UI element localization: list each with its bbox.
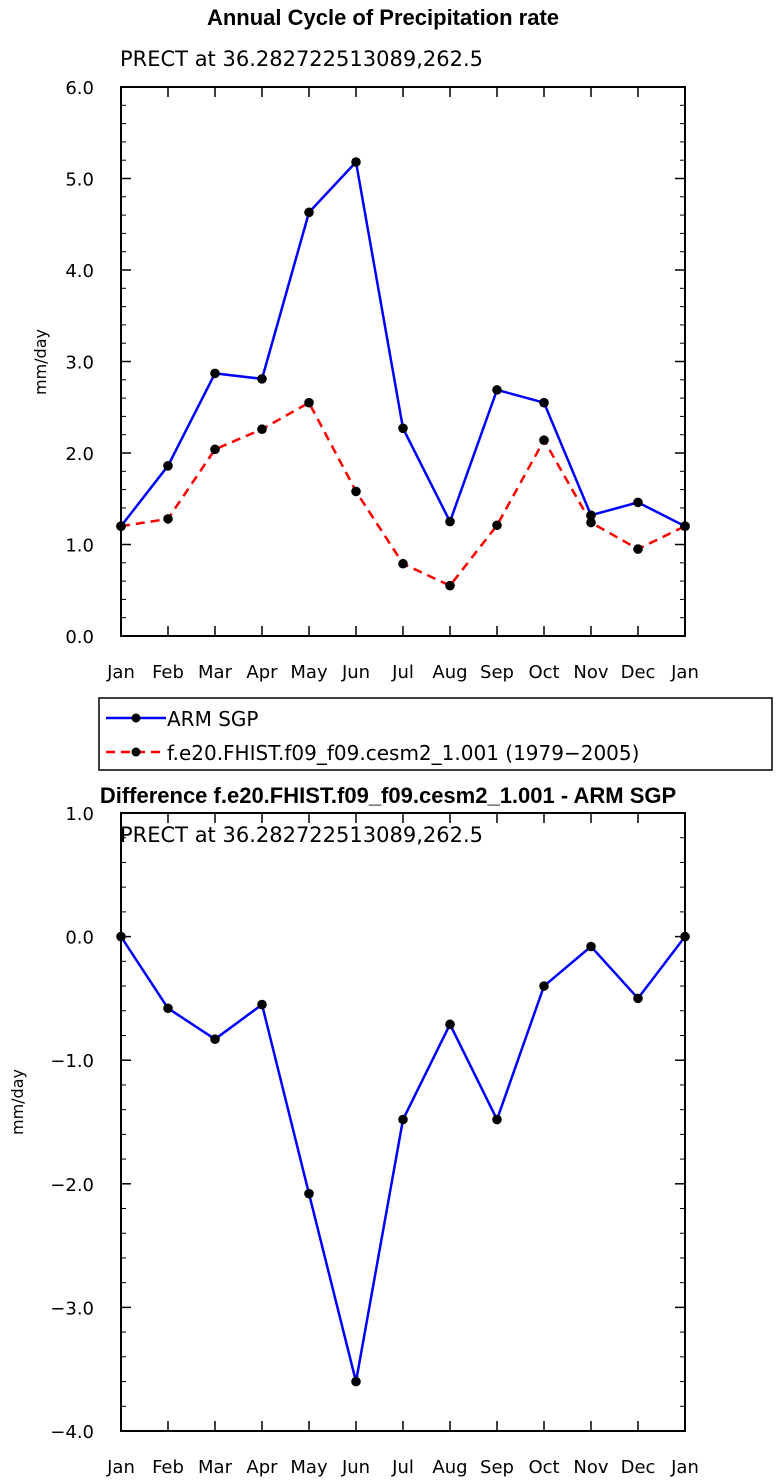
chart1-x-tick-label: Mar (198, 662, 233, 683)
chart1-series-line-0 (120, 160, 686, 528)
chart1-series-0-point (680, 521, 690, 531)
chart1-plot-area: 0.0 1.0 2.0 3.0 4.0 5.0 6.0 Jan Feb Mar Apr May Jun J… (65, 78, 699, 683)
chart1-series-1-point (304, 397, 314, 408)
chart2-series-0-point (539, 981, 549, 991)
chart1-series-1-point (351, 486, 361, 497)
chart2-y-tick-label: −3.0 (50, 1298, 94, 1319)
chart1-y-tick-label: 2.0 (65, 444, 94, 465)
chart2-series-0-point (586, 941, 596, 952)
chart2-series-line-0 (119, 935, 686, 1383)
legend-marker-arm-sgp (131, 713, 141, 723)
chart2-x-tick-label: Jul (391, 1457, 414, 1478)
chart1-series-1-point (210, 444, 220, 455)
chart2-y-tick-label: −4.0 (50, 1422, 94, 1443)
chart2-x-tick-label: May (290, 1457, 328, 1478)
legend-label-arm-sgp: ARM SGP (167, 707, 258, 731)
chart1-x-tick-label: Aug (432, 662, 467, 683)
chart1-series-1-point (539, 435, 549, 445)
chart1-series-1-point (586, 517, 596, 528)
chart2-x-tick-label: Feb (152, 1457, 184, 1478)
chart2-series-0-point (445, 1019, 455, 1030)
chart2-plot-area: −4.0 −3.0 −2.0 −1.0 0.0 1.0 Jan Feb Mar Apr May Jun… (50, 804, 699, 1478)
chart1-x-tick-label: Oct (528, 662, 559, 683)
chart2-series-0-point (398, 1114, 408, 1125)
chart2-x-tick-label: Oct (528, 1457, 559, 1478)
chart2-series-0-point (304, 1188, 314, 1199)
chart1-series-0-point (492, 385, 502, 395)
chart1-y-tick-label: 4.0 (65, 261, 94, 282)
chart1-y-tick-label: 3.0 (65, 353, 94, 374)
chart2-series-0-point (492, 1114, 502, 1125)
chart1-series-1-point (633, 544, 643, 554)
chart2-x-tick-label: Nov (573, 1457, 608, 1478)
chart1-y-tick-label: 0.0 (65, 627, 94, 648)
chart1-series-0-point (163, 461, 173, 471)
chart2-y-axis-label: mm/day (8, 1069, 27, 1135)
chart1-x-tick-label: Nov (573, 662, 608, 683)
chart1-subtitle: PRECT at 36.282722513089,262.5 (120, 47, 483, 71)
chart2-y-tick-label: 1.0 (65, 804, 94, 825)
chart1-x-tick-label: Jan (670, 662, 699, 683)
chart1-series-0-point (304, 207, 314, 218)
chart2-series-0-point (351, 1376, 361, 1387)
chart1-x-tick-label: Jan (106, 662, 135, 683)
chart2-series-0-point (163, 1003, 173, 1014)
chart1-legend: ARM SGP f.e20.FHIST.f09_f09.cesm2_1.001 … (98, 697, 773, 771)
chart1-x-tick-label: Sep (480, 662, 514, 683)
legend-box (98, 697, 773, 771)
chart2-series-0-point (257, 999, 267, 1010)
chart1-y-tick-label: 6.0 (65, 78, 94, 99)
chart1-title: Annual Cycle of Precipitation rate (207, 5, 559, 30)
chart1-series-0-point (398, 423, 408, 434)
chart1-frame (120, 86, 686, 637)
chart1-series-0-point (445, 516, 455, 527)
chart2-x-tick-label: Mar (198, 1457, 233, 1478)
chart2-series-0-point (633, 993, 643, 1004)
chart2-subtitle: PRECT at 36.282722513089,262.5 (120, 823, 483, 847)
chart2-x-tick-label: Sep (480, 1457, 514, 1478)
chart2-y-tick-label: 0.0 (65, 928, 94, 949)
chart1-y-tick-label: 5.0 (65, 170, 94, 191)
chart1-y-tick-label: 1.0 (65, 536, 94, 557)
chart1-series-0-point (210, 368, 220, 379)
chart1-series-1-point (445, 580, 455, 591)
chart2-y-tick-label: −1.0 (50, 1051, 94, 1072)
chart2-x-tick-label: Jun (341, 1457, 370, 1478)
chart1-series-0-point (539, 397, 549, 408)
chart2-series-0-point (116, 931, 126, 942)
chart1-series-1-point (163, 514, 173, 524)
chart2-y-tick-label: −2.0 (50, 1175, 94, 1196)
chart2-x-tick-label: Aug (432, 1457, 467, 1478)
chart2-series-0-point (210, 1034, 220, 1044)
chart1-x-tick-label: Jun (341, 662, 370, 683)
chart1-series-1-point (492, 520, 502, 531)
chart1-series-0-point (586, 510, 596, 521)
chart2-x-tick-label: Dec (621, 1457, 656, 1478)
chart1-series-0-point (116, 521, 126, 531)
chart1-series-0-point (633, 497, 643, 508)
chart1-x-tick-label: May (290, 662, 328, 683)
chart2-x-tick-label: Apr (246, 1457, 278, 1478)
chart1-series-0-point (257, 374, 267, 384)
chart1-x-tick-label: Dec (621, 662, 656, 683)
legend-label-model: f.e20.FHIST.f09_f09.cesm2_1.001 (1979−20… (167, 741, 639, 765)
chart2-title: Difference f.e20.FHIST.f09_f09.cesm2_1.0… (100, 783, 676, 808)
chart1-series-1-point (257, 424, 267, 435)
chart1-x-tick-label: Feb (152, 662, 184, 683)
legend-marker-model (131, 747, 141, 757)
chart1-x-tick-label: Jul (391, 662, 414, 683)
chart1-series-0-point (351, 157, 361, 167)
chart1-series-1-point (398, 558, 408, 569)
chart1-y-axis-label: mm/day (31, 329, 50, 395)
chart2-x-tick-label: Jan (106, 1457, 135, 1478)
chart2-series-0-point (680, 931, 690, 942)
chart1-x-tick-label: Apr (246, 662, 278, 683)
chart2-x-tick-label: Jan (670, 1457, 699, 1478)
